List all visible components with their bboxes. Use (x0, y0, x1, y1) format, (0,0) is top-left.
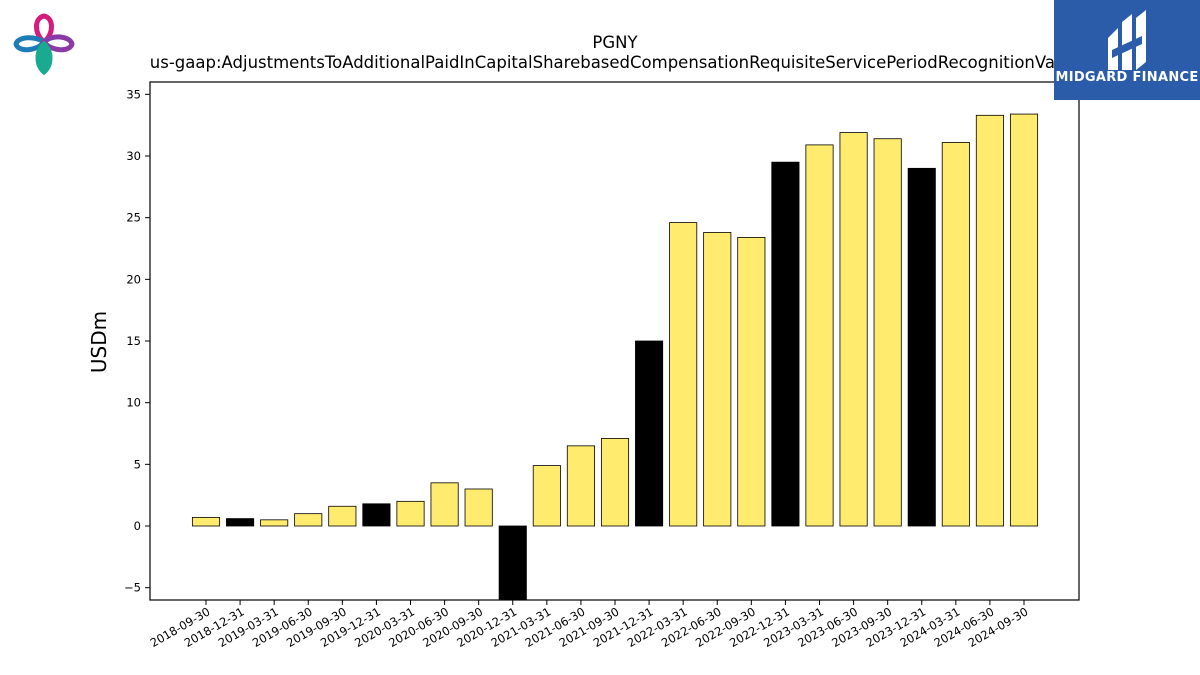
midgard-finance-logo-icon (1108, 10, 1146, 70)
bar-2020-03-31 (396, 500, 425, 527)
chart-subtitle: us-gaap:AdjustmentsToAdditionalPaidInCap… (150, 53, 1080, 72)
bar-2022-03-31 (669, 222, 698, 527)
x-axis: 2018-09-302018-12-312019-03-312019-06-30… (148, 600, 1031, 650)
y-tick-label: 20 (126, 272, 141, 286)
bars-group (191, 113, 1039, 601)
y-tick-label: 15 (126, 334, 141, 348)
bar-2024-03-31 (941, 142, 970, 527)
bar-2018-12-31 (226, 518, 255, 527)
bar-2019-06-30 (294, 513, 323, 527)
bar-2023-12-31 (907, 167, 936, 527)
chart-title: PGNY (592, 33, 638, 52)
bar-2023-09-30 (873, 138, 902, 527)
y-axis-label: USDm (87, 311, 111, 373)
bar-2019-09-30 (328, 505, 357, 527)
y-tick-label: −5 (124, 581, 141, 595)
y-axis: −5 0 5 10 15 20 25 30 35 (124, 87, 150, 595)
brand-badge: MIDGARD FINANCE (1054, 0, 1200, 100)
bar-2022-09-30 (737, 236, 766, 527)
y-tick-label: 5 (134, 457, 141, 471)
bar-2024-06-30 (975, 114, 1004, 527)
bar-2023-03-31 (805, 144, 834, 527)
y-tick-label: 25 (126, 211, 141, 225)
bar-2022-12-31 (771, 161, 800, 527)
bar-2024-09-30 (1009, 113, 1039, 527)
bar-2018-09-30 (191, 516, 221, 527)
bar-2020-06-30 (430, 482, 459, 527)
plot-frame (149, 81, 1080, 601)
bar-2020-12-31 (498, 525, 527, 601)
y-tick-label: 30 (126, 149, 141, 163)
y-tick-label: 35 (126, 87, 141, 101)
bar-2020-09-30 (464, 488, 493, 527)
bar-2021-12-31 (635, 340, 664, 527)
bar-2021-09-30 (600, 438, 630, 527)
bar-2021-06-30 (566, 445, 595, 527)
four-petal-logo-icon (13, 13, 75, 76)
y-tick-label: 0 (134, 519, 141, 533)
brand-name: MIDGARD FINANCE (1055, 70, 1198, 85)
bar-2023-06-30 (839, 132, 868, 527)
bar-2019-12-31 (362, 503, 391, 527)
bar-2022-06-30 (703, 232, 732, 527)
y-tick-label: 10 (126, 396, 141, 410)
bar-2019-03-31 (260, 519, 289, 527)
bar-2021-03-31 (532, 465, 561, 527)
